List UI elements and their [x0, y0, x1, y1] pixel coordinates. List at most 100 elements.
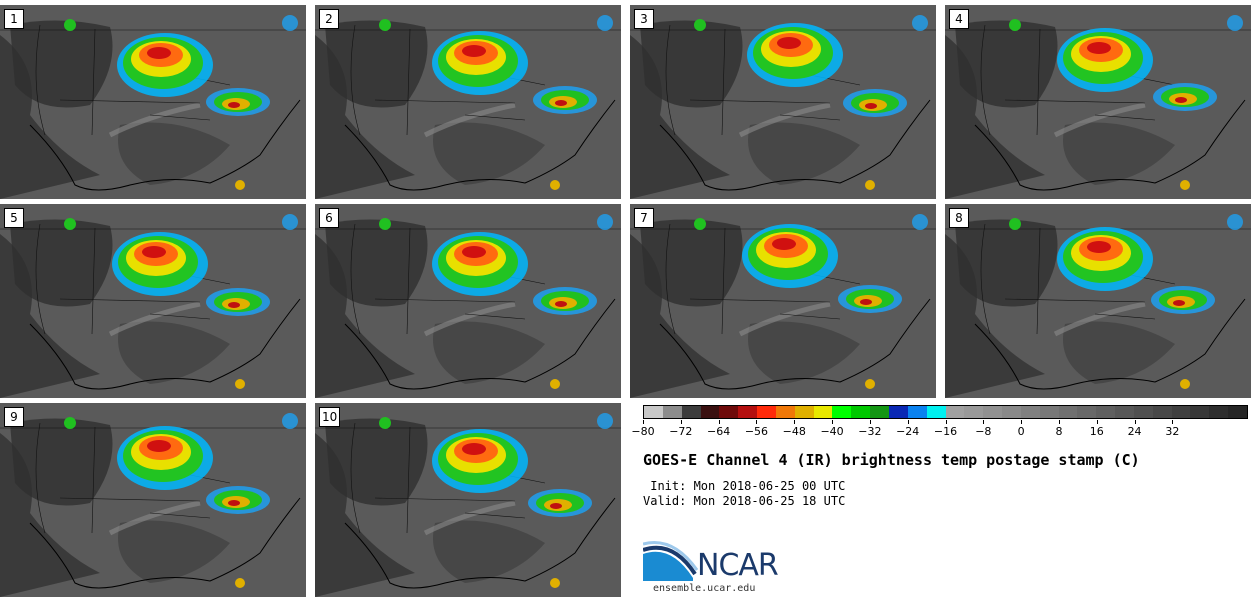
- map-panel-6: 6: [315, 204, 621, 398]
- small-cell: [550, 379, 560, 389]
- terrain-plains: [433, 520, 545, 583]
- small-cell: [235, 180, 245, 190]
- small-cell: [379, 417, 391, 429]
- map-panel-2: 2: [315, 5, 621, 199]
- colorbar-tick-label: −8: [975, 425, 992, 438]
- colorbar-tick: [756, 420, 758, 424]
- colorbar-swatch: [813, 406, 833, 418]
- colorbar-swatch: [662, 406, 682, 418]
- colorbar-swatch: [1115, 406, 1134, 418]
- coastline: [659, 99, 931, 191]
- satellite-image: [945, 204, 1251, 398]
- terrain-mountains: [325, 418, 428, 506]
- colorbar-tick: [907, 420, 909, 424]
- storm-east-core: [550, 503, 562, 509]
- small-cell: [694, 19, 706, 31]
- small-cell: [64, 417, 76, 429]
- cloud-band: [108, 500, 201, 536]
- colorbar-tick: [983, 420, 985, 424]
- coastline: [344, 497, 616, 589]
- small-cell: [912, 214, 928, 230]
- panel-number: 1: [4, 9, 24, 29]
- map-panel-10: 10: [315, 403, 621, 597]
- small-cell: [865, 379, 875, 389]
- small-cell: [1180, 379, 1190, 389]
- colorbar-swatch: [1077, 406, 1097, 418]
- terrain-mountains: [10, 418, 113, 506]
- colorbar-swatch: [775, 406, 795, 418]
- colorbar-tick-label: 0: [1017, 425, 1025, 438]
- cloud-band: [738, 301, 831, 337]
- init-time: Init: Mon 2018-06-25 00 UTC: [643, 479, 846, 493]
- satellite-image: [0, 5, 306, 199]
- map-panel-7: 7: [630, 204, 936, 398]
- small-cell: [550, 180, 560, 190]
- site-url: ensemble.ucar.edu: [653, 583, 756, 594]
- storm-east-core: [228, 302, 240, 308]
- colorbar-tick-label: −80: [631, 425, 655, 438]
- terrain-plains: [118, 520, 230, 583]
- colorbar-swatch: [1096, 406, 1116, 418]
- terrain-mountains: [640, 219, 743, 307]
- small-cell: [1009, 218, 1021, 230]
- colorbar-swatch: [926, 406, 946, 418]
- coastline: [974, 99, 1246, 191]
- panel-number: 3: [634, 9, 654, 29]
- small-cell: [1227, 214, 1243, 230]
- panel-number: 8: [949, 208, 969, 228]
- colorbar-swatch: [1171, 406, 1191, 418]
- panel-number: 4: [949, 9, 969, 29]
- colorbar-tick: [1134, 420, 1136, 424]
- small-cell: [282, 214, 298, 230]
- colorbar-swatch: [794, 406, 814, 418]
- small-cell: [865, 180, 875, 190]
- cloud-band: [423, 102, 516, 138]
- colorbar-swatch: [1058, 406, 1078, 418]
- colorbar-tick: [1021, 420, 1023, 424]
- terrain-plains: [748, 122, 860, 185]
- terrain-plains: [118, 321, 230, 384]
- small-cell: [550, 578, 560, 588]
- small-cell: [379, 218, 391, 230]
- colorbar-swatch: [1133, 406, 1153, 418]
- coastline: [659, 298, 931, 390]
- storm-core: [772, 238, 796, 250]
- cloud-band: [423, 500, 516, 536]
- colorbar-swatch: [983, 406, 1003, 418]
- terrain-mountains: [325, 219, 428, 307]
- coastline: [29, 497, 301, 589]
- cloud-band: [108, 102, 201, 138]
- map-panel-1: 1: [0, 5, 306, 199]
- coastline: [29, 99, 301, 191]
- cloud-band: [423, 301, 516, 337]
- colorbar-swatch: [1152, 406, 1172, 418]
- colorbar-swatch: [1002, 406, 1021, 418]
- colorbar-tick: [718, 420, 720, 424]
- storm-east-core: [860, 299, 872, 305]
- small-cell: [694, 218, 706, 230]
- page-title: GOES-E Channel 4 (IR) brightness temp po…: [643, 451, 1140, 469]
- storm-east-core: [1175, 97, 1187, 103]
- ncar-logo-text: NCAR: [697, 548, 779, 583]
- storm-east-core: [1173, 300, 1185, 306]
- panel-number: 2: [319, 9, 339, 29]
- storm-core: [147, 440, 171, 452]
- colorbar-tick: [1096, 420, 1098, 424]
- terrain-mountains: [955, 219, 1058, 307]
- coastline: [974, 298, 1246, 390]
- small-cell: [235, 578, 245, 588]
- coastline: [344, 298, 616, 390]
- colorbar-tick-label: 8: [1055, 425, 1063, 438]
- map-panel-4: 4: [945, 5, 1251, 199]
- cloud-band: [108, 301, 201, 337]
- colorbar-tick-label: −48: [782, 425, 806, 438]
- terrain-mountains: [640, 20, 743, 108]
- storm-core: [1087, 241, 1111, 253]
- colorbar-swatch: [1039, 406, 1059, 418]
- coastline: [29, 298, 301, 390]
- colorbar-tick: [1058, 420, 1060, 424]
- colorbar-swatch: [851, 406, 871, 418]
- colorbar-tick-label: −72: [669, 425, 693, 438]
- colorbar-tick-label: 24: [1127, 425, 1142, 438]
- colorbar-swatch: [681, 406, 701, 418]
